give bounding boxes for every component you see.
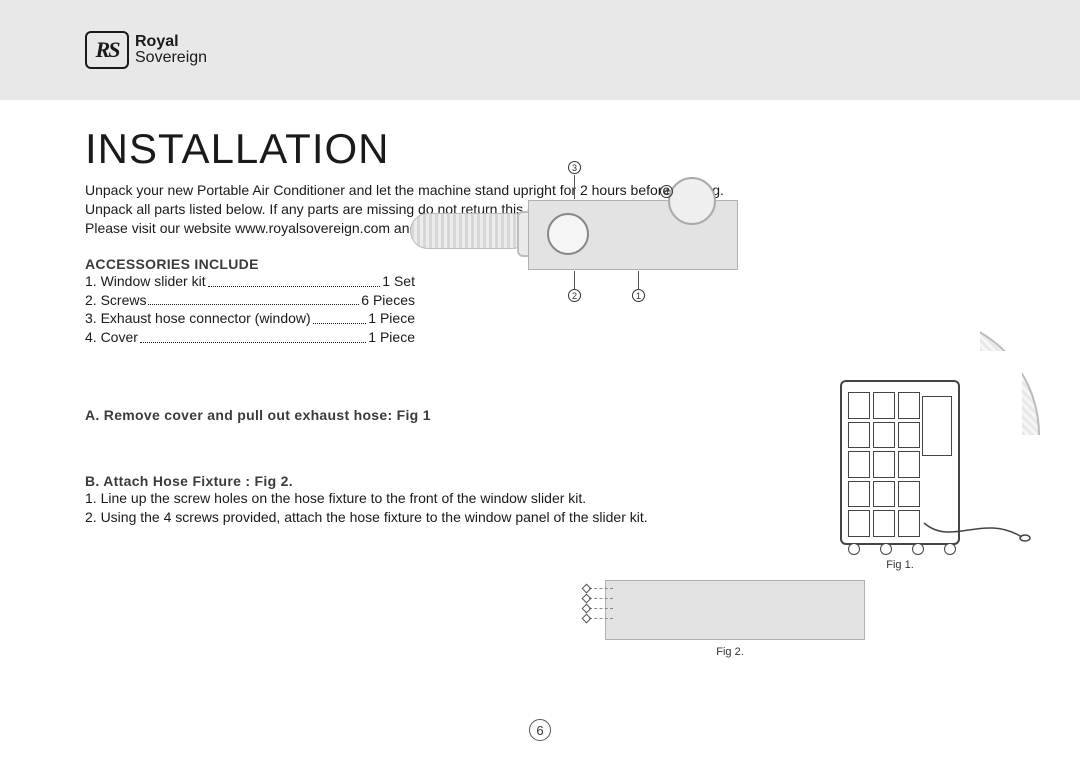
power-cord <box>922 519 1032 547</box>
accessory-qty: 1 Piece <box>368 309 415 328</box>
brand-mark: RS <box>85 31 129 69</box>
figure-1: Fig 1. <box>805 380 995 571</box>
accessories-figure: 3 4 2 1 <box>410 165 760 310</box>
accessories-heading: ACCESSORIES INCLUDE <box>85 256 415 272</box>
brand-logo: RS Royal Sovereign <box>85 31 207 69</box>
accessory-label: 1. Window slider kit <box>85 272 206 291</box>
hose-illustration <box>410 213 530 249</box>
callout-3: 3 <box>568 161 581 174</box>
callout-2: 2 <box>568 289 581 302</box>
accessory-row: 2. Screws 6 Pieces <box>85 291 415 310</box>
page-content: INSTALLATION Unpack your new Portable Ai… <box>0 100 1080 710</box>
leader-dots <box>208 272 381 287</box>
leader-dots <box>313 309 367 324</box>
slider-strip-illustration <box>605 580 865 640</box>
accessory-label: 3. Exhaust hose connector (window) <box>85 309 311 328</box>
figure-2-label: Fig 2. <box>595 646 865 658</box>
callout-4: 4 <box>660 185 673 198</box>
cover-disc-illustration <box>668 177 716 225</box>
brand-text: Royal Sovereign <box>135 34 207 66</box>
accessory-row: 3. Exhaust hose connector (window) 1 Pie… <box>85 309 415 328</box>
accessory-label: 2. Screws <box>85 291 146 310</box>
figure-1-label: Fig 1. <box>805 559 995 571</box>
leader-dots <box>148 291 359 306</box>
screw-arrows <box>589 588 613 628</box>
brand-line1: Royal <box>135 34 207 50</box>
callout-line <box>574 175 575 199</box>
accessory-row: 1. Window slider kit 1 Set <box>85 272 415 291</box>
brand-line2: Sovereign <box>135 50 207 66</box>
ac-grille <box>848 392 920 537</box>
accessory-label: 4. Cover <box>85 328 138 347</box>
figure-2: Fig 2. <box>595 580 865 658</box>
callout-line <box>638 271 639 289</box>
ac-unit-illustration <box>840 380 960 545</box>
accessories-list: ACCESSORIES INCLUDE 1. Window slider kit… <box>85 256 415 348</box>
accessory-qty: 1 Piece <box>368 328 415 347</box>
page-number: 6 <box>529 719 551 741</box>
header-band: RS Royal Sovereign <box>0 0 1080 100</box>
ac-control-panel <box>922 396 952 456</box>
accessory-row: 4. Cover 1 Piece <box>85 328 415 347</box>
leader-dots <box>140 328 366 343</box>
accessory-qty: 6 Pieces <box>361 291 415 310</box>
panel-hole <box>547 213 589 255</box>
callout-1: 1 <box>632 289 645 302</box>
callout-line <box>574 271 575 289</box>
